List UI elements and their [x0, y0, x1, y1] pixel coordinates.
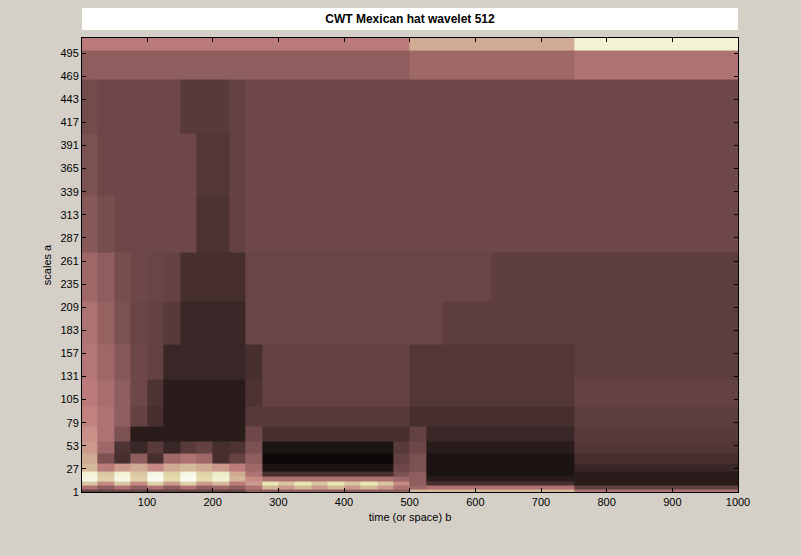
svg-text:400: 400: [335, 496, 353, 508]
svg-text:105: 105: [60, 393, 78, 405]
svg-text:209: 209: [60, 301, 78, 313]
svg-text:365: 365: [60, 162, 78, 174]
svg-text:339: 339: [60, 186, 78, 198]
svg-text:53: 53: [67, 440, 79, 452]
svg-text:417: 417: [60, 116, 78, 128]
svg-text:261: 261: [60, 255, 78, 267]
svg-text:200: 200: [203, 496, 221, 508]
svg-text:900: 900: [663, 496, 681, 508]
svg-text:443: 443: [60, 93, 78, 105]
svg-text:300: 300: [269, 496, 287, 508]
svg-text:time (or space) b: time (or space) b: [369, 511, 452, 523]
svg-text:scales a: scales a: [41, 244, 53, 285]
svg-text:131: 131: [60, 370, 78, 382]
svg-text:287: 287: [60, 232, 78, 244]
svg-text:500: 500: [400, 496, 418, 508]
svg-text:183: 183: [60, 324, 78, 336]
svg-text:391: 391: [60, 139, 78, 151]
svg-text:600: 600: [466, 496, 484, 508]
svg-text:1000: 1000: [726, 496, 750, 508]
svg-text:235: 235: [60, 278, 78, 290]
svg-text:469: 469: [60, 70, 78, 82]
svg-text:313: 313: [60, 209, 78, 221]
svg-text:CWT Mexican hat wavelet 512: CWT Mexican hat wavelet 512: [325, 12, 495, 26]
svg-text:800: 800: [597, 496, 615, 508]
svg-text:495: 495: [60, 47, 78, 59]
svg-text:700: 700: [532, 496, 550, 508]
svg-text:100: 100: [138, 496, 156, 508]
svg-text:79: 79: [67, 417, 79, 429]
svg-text:27: 27: [67, 463, 79, 475]
svg-text:1: 1: [73, 486, 79, 498]
svg-text:157: 157: [60, 347, 78, 359]
